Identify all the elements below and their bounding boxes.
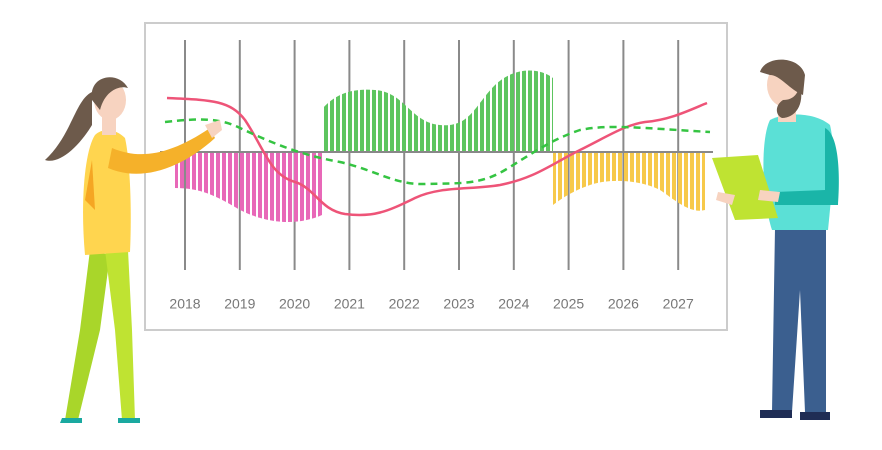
yellow-area [553, 152, 705, 211]
year-labels: 2018 2019 2020 2021 2022 2023 2024 2025 2026 2027 [169, 296, 694, 312]
year-label: 2026 [608, 296, 639, 312]
year-label: 2018 [169, 296, 200, 312]
year-label: 2024 [498, 296, 529, 312]
areas [175, 70, 705, 222]
year-label: 2020 [279, 296, 310, 312]
year-label: 2021 [334, 296, 365, 312]
woman [45, 77, 222, 423]
year-label: 2023 [443, 296, 474, 312]
pink-area [175, 152, 322, 222]
year-label: 2019 [224, 296, 255, 312]
green-area [323, 70, 553, 152]
man [712, 59, 839, 420]
green-dashed-line [164, 118, 711, 186]
year-label: 2027 [663, 296, 694, 312]
year-label: 2022 [389, 296, 420, 312]
year-label: 2025 [553, 296, 584, 312]
